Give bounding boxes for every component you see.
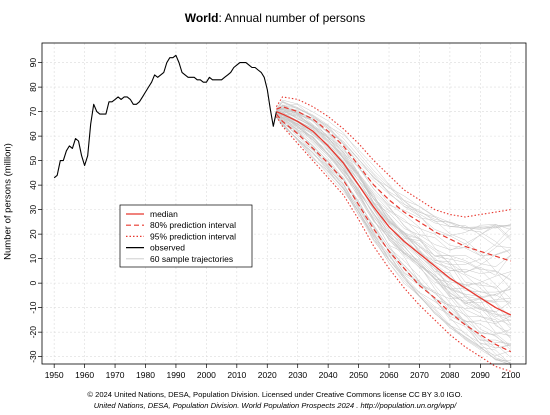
legend-label-1: median <box>150 209 178 219</box>
sample-trajectory-41 <box>276 112 511 337</box>
sample-trajectory-29 <box>276 111 511 290</box>
y-tick-label-40: 40 <box>28 180 38 190</box>
axes: 1950 1960 1970 1980 1990 2000 2010 2020 2030 2040… <box>28 58 520 380</box>
sample-trajectory-33 <box>276 110 511 313</box>
sample-trajectory-45 <box>276 105 511 299</box>
y-tick-label--20: -20 <box>28 326 38 339</box>
y-tick-label-80: 80 <box>28 82 38 92</box>
legend-label-3: 95% prediction interval <box>150 231 236 241</box>
sample-trajectory-54 <box>276 108 511 239</box>
x-tick-label-2060: 2060 <box>380 370 399 380</box>
x-tick-label-1990: 1990 <box>166 370 185 380</box>
y-tick-label-10: 10 <box>28 254 38 264</box>
y-tick-label-30: 30 <box>28 205 38 215</box>
y-tick-label-20: 20 <box>28 229 38 239</box>
sample-trajectory-37 <box>276 102 511 241</box>
sample-trajectory-39 <box>276 107 511 289</box>
x-tick-label-2080: 2080 <box>440 370 459 380</box>
x-tick-label-2010: 2010 <box>227 370 246 380</box>
y-tick-label-60: 60 <box>28 131 38 141</box>
sample-trajectory-46 <box>276 111 511 256</box>
x-tick-label-2050: 2050 <box>349 370 368 380</box>
sample-trajectory-42 <box>276 114 511 365</box>
chart-title: World: Annual number of persons <box>0 11 550 25</box>
series-80-upper <box>276 106 511 262</box>
sample-trajectory-27 <box>276 114 511 356</box>
plot-frame <box>41 42 527 365</box>
legend-box <box>119 204 253 268</box>
x-tick-label-2090: 2090 <box>471 370 490 380</box>
x-tick-label-2030: 2030 <box>288 370 307 380</box>
series-80-lower <box>275 113 512 353</box>
y-tick-label-90: 90 <box>28 58 38 68</box>
sample-trajectory-50 <box>276 109 512 309</box>
sample-trajectory-55 <box>276 113 511 305</box>
sample-trajectory-32 <box>276 117 511 317</box>
sample-trajectory-60 <box>276 111 511 274</box>
sample-trajectory-59 <box>276 104 511 334</box>
x-tick-label-1950: 1950 <box>45 370 64 380</box>
x-tick-label-1980: 1980 <box>136 370 155 380</box>
sample-trajectory-38 <box>276 112 511 323</box>
chart-title-bold: World <box>184 11 219 25</box>
series-95-lower <box>275 116 511 372</box>
y-tick-label--10: -10 <box>28 301 38 314</box>
legend-label-2: 80% prediction interval <box>150 220 236 230</box>
y-tick-label--30: -30 <box>28 350 38 363</box>
x-tick-label-2040: 2040 <box>319 370 338 380</box>
x-tick-label-1970: 1970 <box>106 370 125 380</box>
series-observed <box>53 54 277 179</box>
sample-trajectories <box>276 99 512 366</box>
y-tick-label-0: 0 <box>28 281 38 286</box>
sample-trajectory-43 <box>276 99 511 248</box>
legend-label-5: 60 sample trajectories <box>150 254 233 264</box>
series-lines <box>53 54 512 372</box>
sample-trajectory-48 <box>276 110 511 250</box>
x-tick-label-1960: 1960 <box>75 370 94 380</box>
sample-trajectory-7 <box>276 117 511 363</box>
sample-trajectory-40 <box>276 110 511 305</box>
sample-trajectory-28 <box>276 114 511 351</box>
credit-line-2: United Nations, DESA, Population Divisio… <box>93 401 457 410</box>
sample-trajectory-15 <box>276 110 511 348</box>
x-tick-label-2020: 2020 <box>258 370 277 380</box>
series-median <box>276 110 512 316</box>
x-tick-label-2100: 2100 <box>501 370 520 380</box>
y-tick-label-70: 70 <box>28 107 38 117</box>
x-tick-label-2000: 2000 <box>197 370 216 380</box>
chart-title-rest: : Annual number of persons <box>218 11 366 25</box>
credit-line-1: © 2024 United Nations, DESA, Population … <box>87 390 463 399</box>
x-tick-label-2070: 2070 <box>410 370 429 380</box>
legend-label-4: observed <box>150 243 185 253</box>
y-tick-label-50: 50 <box>28 156 38 166</box>
